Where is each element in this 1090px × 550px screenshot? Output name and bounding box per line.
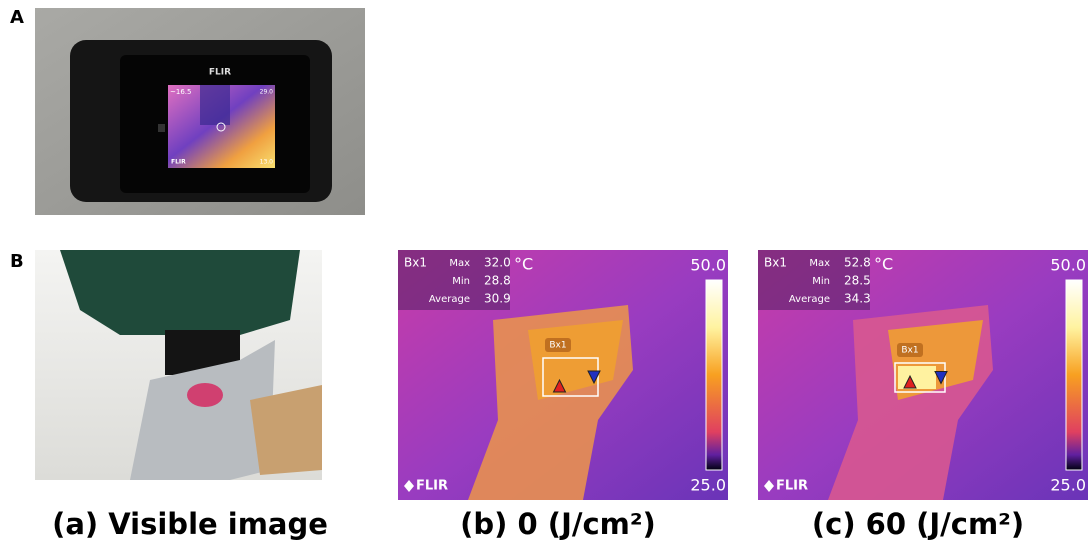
screen-reading: ~16.5 bbox=[170, 88, 191, 96]
sample bbox=[187, 383, 223, 407]
stat-name: Average bbox=[789, 294, 830, 305]
scale-max: 50.0 bbox=[690, 256, 726, 275]
stat-value: 32.0 bbox=[484, 256, 511, 270]
logo: FLIR bbox=[776, 479, 808, 494]
caption: (a) Visible image bbox=[52, 507, 328, 541]
screen-scale-min: 13.0 bbox=[260, 159, 274, 166]
box-tag-label: Bx1 bbox=[549, 341, 566, 351]
scale-min: 25.0 bbox=[690, 476, 726, 495]
stat-name: Max bbox=[809, 258, 830, 269]
stat-name: Min bbox=[812, 276, 830, 287]
unit: °C bbox=[514, 255, 533, 274]
hot-spot bbox=[898, 366, 936, 389]
stat-value: 52.8 bbox=[844, 256, 871, 270]
stat-name: Max bbox=[449, 258, 470, 269]
logo: FLIR bbox=[416, 479, 448, 494]
stat-value: 30.9 bbox=[484, 292, 511, 306]
stat-name: Average bbox=[429, 294, 470, 305]
camera-brand: FLIR bbox=[209, 68, 231, 78]
stat-value: 28.5 bbox=[844, 274, 871, 288]
camera-button bbox=[158, 124, 165, 132]
stat-value: 34.3 bbox=[844, 292, 871, 306]
stat-name: Min bbox=[452, 276, 470, 287]
panel-label: A bbox=[10, 7, 24, 28]
scale-min: 25.0 bbox=[1050, 476, 1086, 495]
colorbar bbox=[1066, 280, 1082, 470]
stat-value: 28.8 bbox=[484, 274, 511, 288]
screen-logo: FLIR bbox=[171, 159, 186, 166]
caption: (b) 0 (J/cm²) bbox=[460, 507, 656, 541]
unit: °C bbox=[874, 255, 893, 274]
caption: (c) 60 (J/cm²) bbox=[812, 507, 1024, 541]
scale-max: 50.0 bbox=[1050, 256, 1086, 275]
box-name: Bx1 bbox=[764, 256, 787, 270]
box-tag-label: Bx1 bbox=[901, 346, 918, 356]
wood-block bbox=[250, 385, 322, 475]
screen-scale-max: 29.0 bbox=[260, 89, 274, 96]
figure: FLIR ~16.5 29.0 13.0 FLIR A B (a) Visibl… bbox=[0, 0, 1090, 550]
panel-label: B bbox=[10, 251, 24, 272]
box-name: Bx1 bbox=[404, 256, 427, 270]
colorbar bbox=[706, 280, 722, 470]
screen-shadow bbox=[200, 85, 230, 125]
